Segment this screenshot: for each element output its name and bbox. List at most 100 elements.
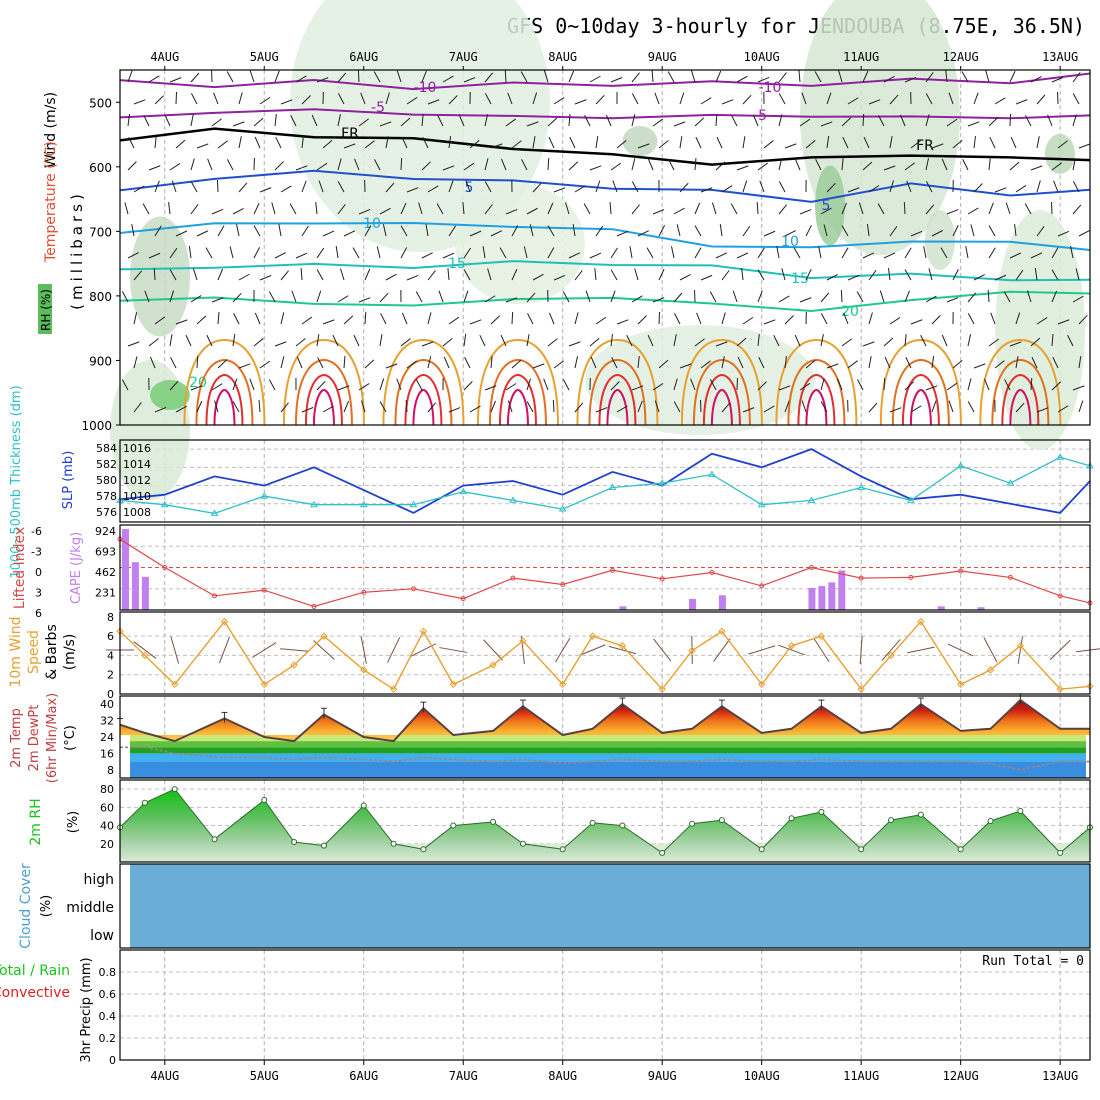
wind-barb: [400, 225, 408, 237]
wind-barb: [268, 379, 276, 391]
wind-barb: [175, 91, 178, 105]
rh-marker: [659, 849, 666, 856]
wind-barb: [647, 158, 654, 171]
wind-barb: [823, 224, 828, 237]
wind-barb: [280, 185, 292, 193]
wind-barb: [815, 159, 822, 171]
wind-barb: [343, 315, 354, 325]
wind-barb: [862, 113, 865, 127]
wind-barb: [484, 385, 497, 391]
wind-barb: [385, 182, 395, 193]
bottom-date-tick: 5AUG: [250, 1069, 279, 1083]
wind-barb: [289, 203, 297, 215]
wind-barb: [883, 337, 894, 347]
rh-marker: [390, 840, 397, 847]
rh-marker: [211, 836, 218, 843]
wind-barb: [820, 207, 832, 215]
wind-barb: [547, 157, 550, 171]
wind-barb: [479, 334, 486, 347]
wind-barb: [798, 70, 801, 83]
wind-barb: [904, 290, 910, 303]
wind-barb: [736, 337, 747, 347]
temp-tick-label: 40: [100, 698, 114, 711]
wind-barb: [511, 140, 522, 149]
wind-barb: [278, 224, 282, 237]
wind-barb: [238, 136, 242, 149]
wind-speed-marker: [817, 632, 826, 640]
wind-barb: [547, 247, 555, 259]
pressure-tick-label: 1000: [81, 419, 112, 433]
li-marker: [162, 565, 168, 570]
rh-marker: [957, 846, 964, 853]
wind-barb: [376, 246, 381, 259]
wind-barb: [841, 202, 847, 215]
wind-barb: [945, 70, 948, 83]
wind-barb: [658, 359, 669, 369]
wind-barb: [759, 180, 765, 193]
wind-axis-label: (m/s): [62, 634, 78, 671]
wind-barb: [799, 209, 812, 215]
temp-band: [130, 761, 1086, 778]
wind-barb: [463, 290, 469, 303]
pressure-tick-label: 700: [89, 225, 112, 239]
surface-temp-contour: [576, 338, 659, 426]
wind-barb: [421, 70, 427, 83]
wind-barb: [295, 165, 308, 171]
wind-barb: [295, 252, 308, 259]
wind-barb: [484, 72, 494, 83]
pressure-tick-label: 900: [89, 354, 112, 368]
wind-barb: [847, 187, 860, 193]
wind-barb: [610, 269, 618, 281]
wind-barb: [142, 203, 150, 215]
wind-barb: [1034, 268, 1038, 281]
rh-frame: [119, 779, 1091, 863]
wind-barb: [595, 180, 601, 193]
wind-barb: [164, 114, 171, 127]
wind-barb: [233, 313, 240, 325]
wind-speed-marker: [1016, 642, 1025, 650]
wind-barb: [1015, 184, 1027, 193]
wind-barb: [421, 161, 432, 171]
wind-barb: [191, 93, 198, 105]
surface-temp-contour: [979, 338, 1062, 426]
wind-barb: [868, 356, 872, 369]
wind-barb: [253, 247, 260, 259]
wind-barb: [778, 204, 788, 215]
wind-barb: [742, 407, 755, 413]
wind-barb: [364, 311, 367, 325]
wind-barb: [217, 312, 220, 325]
cloud-axis-label: Cloud Cover: [18, 863, 34, 949]
wind-barb: [667, 71, 675, 83]
wind10m-barb: [170, 636, 180, 664]
wind-barb: [626, 334, 633, 347]
wind-barb: [258, 399, 261, 413]
wind-barb: [757, 77, 770, 83]
surface-temp-contour: [598, 373, 637, 426]
wind-barb: [274, 252, 286, 259]
wind-barb: [364, 359, 375, 369]
wind-barb: [948, 400, 954, 413]
thickness-marker: [708, 470, 716, 478]
wind-barb: [1075, 268, 1080, 281]
wind-barb: [1053, 180, 1059, 193]
wind-barb: [609, 201, 612, 215]
contour-label: 15: [448, 256, 466, 272]
wind-speed-marker: [588, 632, 597, 640]
wind-barb: [442, 75, 454, 83]
wind-barb: [463, 334, 467, 347]
wind-barb: [595, 407, 608, 413]
cloud-level-label: middle: [66, 900, 114, 916]
wind-barb: [217, 268, 224, 281]
wind-barb: [793, 247, 801, 259]
wind-barb: [847, 97, 859, 105]
wind-barb: [275, 136, 282, 149]
wind-barb: [1072, 295, 1084, 303]
temp-contour-line: [119, 127, 1091, 166]
wind-barb: [427, 270, 436, 281]
wind-barb: [925, 181, 933, 193]
bottom-date-tick: 6AUG: [349, 1069, 378, 1083]
top-date-tick: 4AUG: [150, 50, 179, 64]
wind-barb: [826, 363, 839, 369]
thickness-marker: [907, 496, 915, 503]
wind-barb: [946, 118, 958, 127]
